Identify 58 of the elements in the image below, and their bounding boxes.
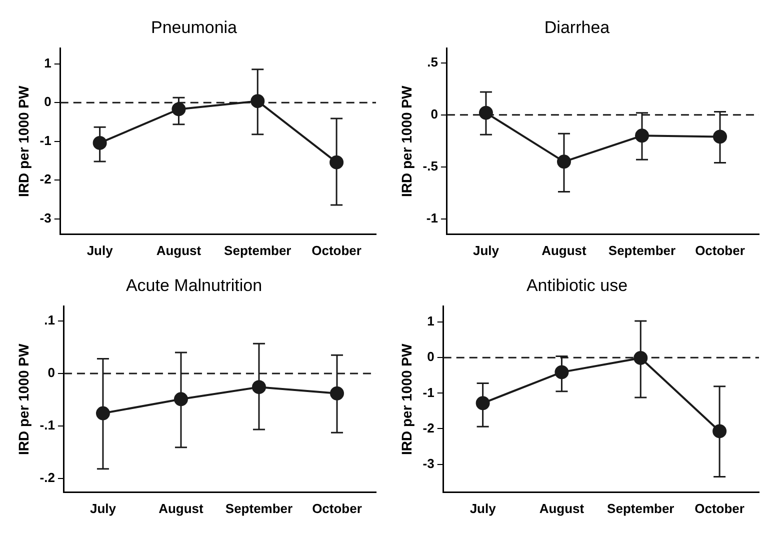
- point: [330, 386, 344, 400]
- chart-title: Diarrhea: [544, 18, 610, 37]
- y-tick-label: 0: [427, 349, 434, 364]
- y-tick-label: -.1: [40, 417, 55, 432]
- x-tick-label: October: [694, 500, 744, 516]
- x-tick-label: August: [542, 242, 588, 258]
- point: [174, 392, 188, 406]
- y-axis-title: IRD per 1000 PW: [15, 84, 32, 198]
- y-tick-label: 0: [48, 365, 55, 380]
- x-tick-label: August: [156, 242, 202, 258]
- x-tick-label: July: [472, 242, 500, 258]
- y-tick-label: -1: [426, 210, 438, 226]
- point: [92, 136, 107, 150]
- point: [554, 365, 569, 380]
- x-tick-label: September: [225, 500, 293, 516]
- y-axis-title: IRD per 1000 PW: [398, 84, 414, 198]
- y-tick-label: -.2: [40, 470, 55, 485]
- point: [634, 128, 649, 143]
- point: [250, 94, 265, 108]
- y-tick-label: -3: [40, 210, 52, 226]
- point: [478, 106, 493, 120]
- y-tick-label: -2: [40, 172, 52, 187]
- y-tick-label: 0: [44, 94, 52, 110]
- y-tick-label: 1: [44, 55, 52, 70]
- point: [476, 396, 490, 410]
- x-tick-label: October: [312, 500, 362, 516]
- x-tick-label: July: [470, 500, 497, 516]
- y-tick-label: -2: [422, 420, 434, 436]
- chart-title: Antibiotic use: [526, 276, 628, 295]
- point: [252, 380, 266, 394]
- y-tick-label: -1: [422, 384, 434, 400]
- y-tick-label: -1: [40, 132, 52, 148]
- x-tick-label: September: [607, 500, 674, 516]
- x-tick-label: July: [90, 500, 117, 516]
- x-tick-label: July: [86, 242, 114, 258]
- x-tick-label: October: [312, 242, 362, 258]
- y-tick-label: 0: [430, 106, 438, 122]
- y-tick-label: -3: [422, 456, 434, 471]
- point: [634, 350, 648, 365]
- y-axis-title: IRD per 1000 PW: [398, 342, 414, 456]
- y-tick-label: .1: [44, 312, 55, 328]
- x-tick-label: August: [539, 500, 585, 516]
- point: [96, 406, 110, 420]
- point: [712, 130, 727, 144]
- point: [556, 154, 571, 169]
- y-tick-label: .5: [427, 54, 438, 70]
- y-axis-title: IRD per 1000 PW: [15, 342, 32, 456]
- chart-title: Acute Malnutrition: [126, 276, 262, 295]
- x-tick-label: October: [695, 242, 745, 258]
- point: [712, 424, 727, 438]
- y-tick-label: 1: [427, 314, 434, 329]
- x-tick-label: September: [224, 242, 292, 258]
- point: [330, 155, 344, 170]
- x-tick-label: September: [608, 242, 676, 258]
- point: [172, 102, 186, 116]
- x-tick-label: August: [158, 500, 204, 516]
- y-tick-label: -.5: [422, 158, 438, 174]
- chart-title: Pneumonia: [150, 18, 238, 37]
